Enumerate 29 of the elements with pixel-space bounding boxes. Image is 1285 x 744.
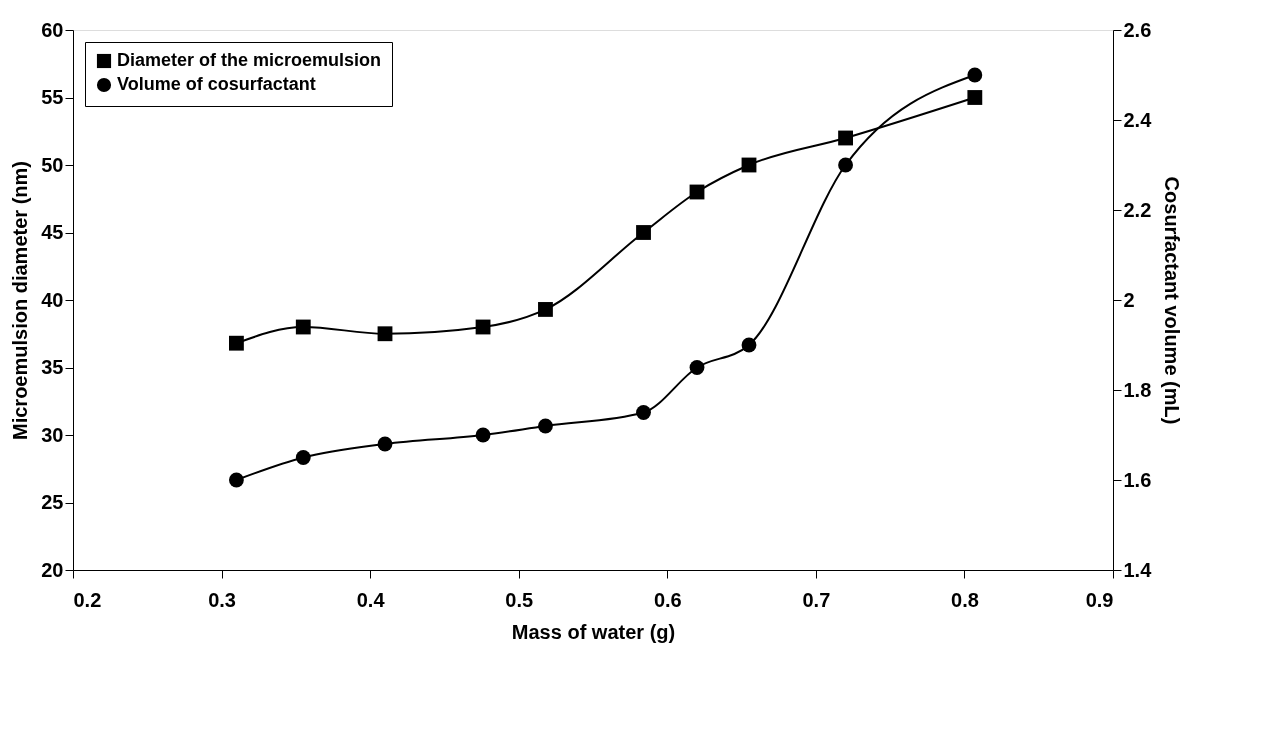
y2-tick-label: 2.2 — [1123, 198, 1152, 221]
legend-label: Volume of cosurfactant — [117, 74, 316, 94]
y2-tick-label: 1.4 — [1123, 558, 1153, 581]
y-tick-label: 30 — [41, 423, 64, 446]
y-tick-label: 20 — [41, 558, 64, 581]
y2-tick-label: 2.6 — [1123, 18, 1152, 41]
y-tick-label: 35 — [41, 356, 64, 378]
y2-tick-label: 2 — [1123, 288, 1135, 311]
y2-tick-label: 1.8 — [1123, 378, 1152, 401]
y2-axis-title: Cosurfactant volume (mL) — [1161, 176, 1184, 425]
y-tick-label: 25 — [41, 491, 64, 513]
x-tick-label: 0.5 — [505, 588, 534, 611]
x-tick-label: 0.2 — [73, 588, 102, 611]
y2-tick-label: 2.4 — [1123, 108, 1153, 131]
x-tick-label: 0.6 — [653, 588, 682, 611]
y-tick-label: 55 — [41, 86, 64, 108]
y-tick-label: 45 — [41, 221, 64, 243]
x-tick-label: 0.4 — [356, 588, 386, 611]
y2-tick-label: 1.6 — [1123, 468, 1152, 491]
x-tick-label: 0.3 — [208, 588, 236, 611]
legend-label: Diameter of the microemulsion — [117, 50, 382, 70]
y-tick-label: 40 — [41, 288, 64, 311]
x-tick-label: 0.9 — [1085, 588, 1114, 611]
y-tick-label: 50 — [41, 153, 64, 176]
x-tick-label: 0.7 — [802, 588, 831, 611]
x-tick-label: 0.8 — [951, 588, 979, 611]
x-axis-title: Mass of water (g) — [511, 620, 676, 643]
y-tick-label: 60 — [41, 18, 64, 41]
y-axis-title: Microemulsion diameter (nm) — [9, 161, 32, 440]
